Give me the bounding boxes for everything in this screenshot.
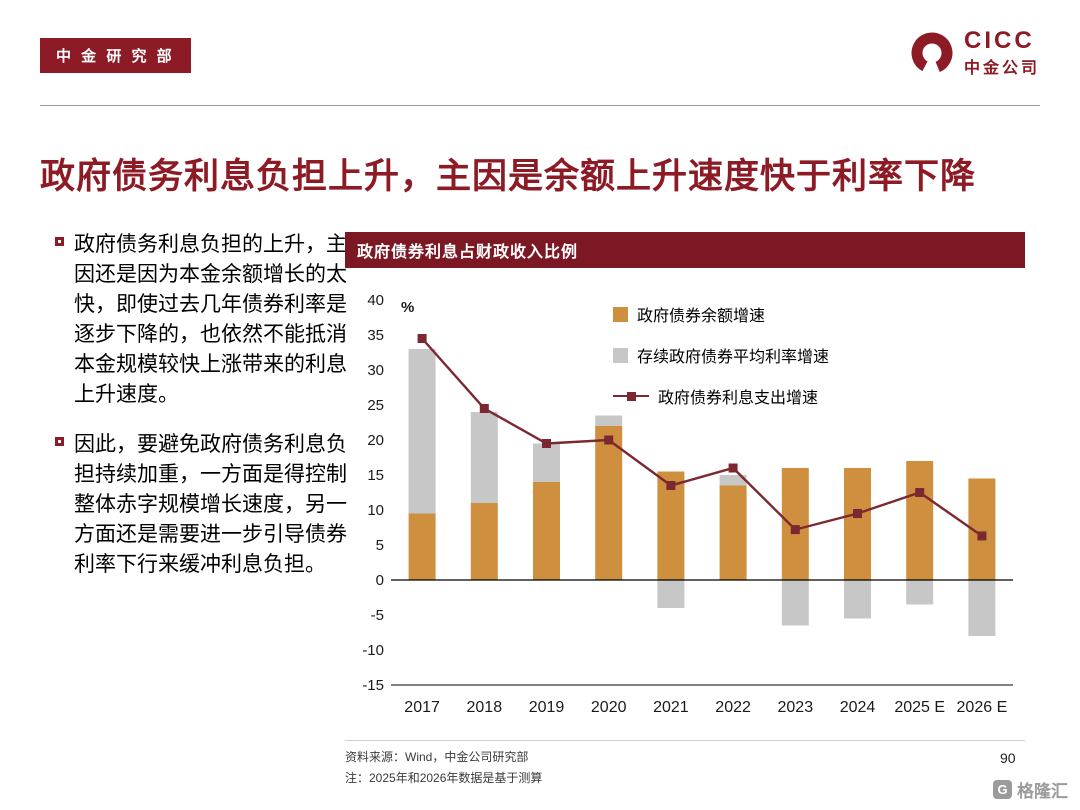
bullet-text: 因此，要避免政府债务利息负担持续加重，一方面是得控制整体赤字规模增长速度，另一方… [74, 433, 347, 577]
page-title: 政府债务利息负担上升，主因是余额上升速度快于利率下降 [40, 157, 977, 196]
chart-panel: 政府债券利息占财政收入比例 -15 -10 -5 0 5 10 15 20 25 30 35 40% 2… [345, 232, 1025, 724]
chart: -15 -10 -5 0 5 10 15 20 25 30 35 40 % 2017 2018 2019 202… [362, 292, 1013, 716]
bullet-text: 政府债务利息负担的上升，主因还是因为本金余额增长的太快，即使过去几年债券利率是逐… [74, 233, 347, 407]
legend-line-icon [613, 391, 649, 401]
legend-item-rate: 存续政府债券平均利率增速 [613, 343, 829, 367]
svg-text:2019: 2019 [529, 699, 565, 716]
legend-label: 存续政府债券平均利率增速 [637, 349, 830, 366]
svg-text:0: 0 [376, 572, 384, 589]
svg-text:2021: 2021 [653, 699, 689, 716]
header-divider [40, 105, 1040, 106]
source-text: 资料来源：Wind，中金公司研究部 [345, 750, 529, 764]
logo-subtitle: 中金公司 [963, 60, 1040, 78]
bullet-square-icon [55, 237, 64, 246]
svg-text:30: 30 [367, 362, 384, 379]
gelonghui-icon: G [993, 780, 1012, 799]
svg-text:35: 35 [367, 327, 384, 344]
bullet-list: 政府债务利息负担的上升，主因还是因为本金余额增长的太快，即使过去几年债券利率是逐… [55, 230, 347, 600]
svg-text:%: % [401, 299, 414, 316]
source-note-block: 资料来源：Wind，中金公司研究部 注：2025年和2026年数据是基于测算 [345, 740, 1025, 789]
svg-text:-10: -10 [362, 642, 384, 659]
svg-text:5: 5 [376, 537, 384, 554]
legend-swatch-balance [613, 306, 628, 322]
svg-text:15: 15 [367, 467, 384, 484]
watermark-text: 格隆汇 [1017, 782, 1068, 801]
svg-text:20: 20 [367, 432, 384, 449]
svg-text:2025 E: 2025 E [894, 699, 945, 716]
svg-text:-15: -15 [362, 677, 384, 694]
cicc-logo-icon [908, 29, 956, 77]
legend-label: 政府债券利息支出增速 [658, 390, 819, 407]
bullet-square-icon [55, 437, 64, 447]
svg-text:2022: 2022 [715, 699, 751, 716]
svg-text:2018: 2018 [467, 699, 503, 716]
chart-title-bar: 政府债券利息占财政收入比例 [345, 232, 1025, 268]
note-text: 注：2025年和2026年数据是基于测算 [345, 771, 543, 785]
gelonghui-watermark: G 格隆汇 [993, 777, 1068, 802]
svg-text:25: 25 [367, 397, 384, 414]
svg-text:2024: 2024 [840, 699, 876, 716]
svg-text:2017: 2017 [404, 699, 440, 716]
legend-item-balance: 政府债券余额增速 [613, 302, 829, 326]
svg-text:2023: 2023 [778, 699, 814, 716]
chart-legend: 政府债券余额增速 存续政府债券平均利率增速 政府债券利息支出增速 [613, 302, 829, 408]
chart-area: -15 -10 -5 0 5 10 15 20 25 30 35 40% 2017 2018 2019 202… [345, 274, 1025, 724]
logo-title: CICC [963, 27, 1035, 54]
cicc-logo: CICC 中金公司 [908, 27, 1040, 78]
bullet-item: 政府债务利息负担的上升，主因还是因为本金余额增长的太快，即使过去几年债券利率是逐… [55, 230, 347, 410]
svg-text:2026 E: 2026 E [957, 699, 1008, 716]
svg-text:-5: -5 [371, 607, 384, 624]
svg-text:40: 40 [367, 292, 384, 309]
legend-swatch-interest [627, 391, 636, 401]
legend-swatch-rate [613, 347, 628, 363]
department-badge: 中 金 研 究 部 [40, 38, 191, 73]
svg-text:10: 10 [367, 502, 384, 519]
bullet-item: 因此，要避免政府债务利息负担持续加重，一方面是得控制整体赤字规模增长速度，另一方… [55, 430, 347, 580]
legend-label: 政府债券余额增速 [637, 308, 766, 325]
legend-item-interest: 政府债券利息支出增速 [613, 384, 829, 408]
page-number: 90 [1000, 750, 1016, 766]
svg-text:2020: 2020 [591, 699, 627, 716]
